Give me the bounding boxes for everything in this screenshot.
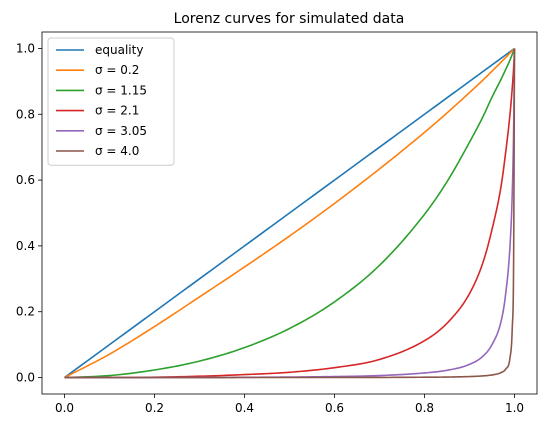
plot-area-frame xyxy=(41,31,538,395)
series-line-0 xyxy=(64,47,515,379)
legend-label: σ = 0.2 xyxy=(95,63,139,77)
series-line-2 xyxy=(64,48,516,379)
x-tick-label: 0.2 xyxy=(145,401,164,415)
x-tick-label: 0.4 xyxy=(235,401,254,415)
x-tick-label: 0.6 xyxy=(325,401,344,415)
legend-label: σ = 3.05 xyxy=(95,124,147,138)
legend-label: equality xyxy=(95,43,143,57)
y-axis: 0.0 0.2 0.4 0.6 0.8 1.0 xyxy=(16,41,42,385)
y-tick-label: 0.0 xyxy=(16,371,35,385)
x-tick-label: 0.8 xyxy=(415,401,434,415)
y-tick-label: 0.8 xyxy=(16,107,35,121)
x-axis: 0.0 0.2 0.4 0.6 0.8 1.0 xyxy=(55,394,524,415)
series-lines xyxy=(64,47,516,379)
legend-label: σ = 2.1 xyxy=(95,104,139,118)
y-tick-label: 0.2 xyxy=(16,305,35,319)
series-line-1 xyxy=(64,47,516,379)
y-tick-label: 0.6 xyxy=(16,173,35,187)
series-line-5 xyxy=(64,48,516,379)
series-line-3 xyxy=(64,48,516,379)
chart-title: Lorenz curves for simulated data xyxy=(174,11,405,27)
y-tick-label: 1.0 xyxy=(16,41,35,55)
y-tick-label: 0.4 xyxy=(16,239,35,253)
legend-label: σ = 4.0 xyxy=(95,144,139,158)
legend-label: σ = 1.15 xyxy=(95,83,147,97)
legend: equality σ = 0.2 σ = 1.15 σ = 2.1 σ = 3.05 σ … xyxy=(47,37,175,166)
x-tick-label: 1.0 xyxy=(505,401,524,415)
x-tick-label: 0.0 xyxy=(55,401,74,415)
